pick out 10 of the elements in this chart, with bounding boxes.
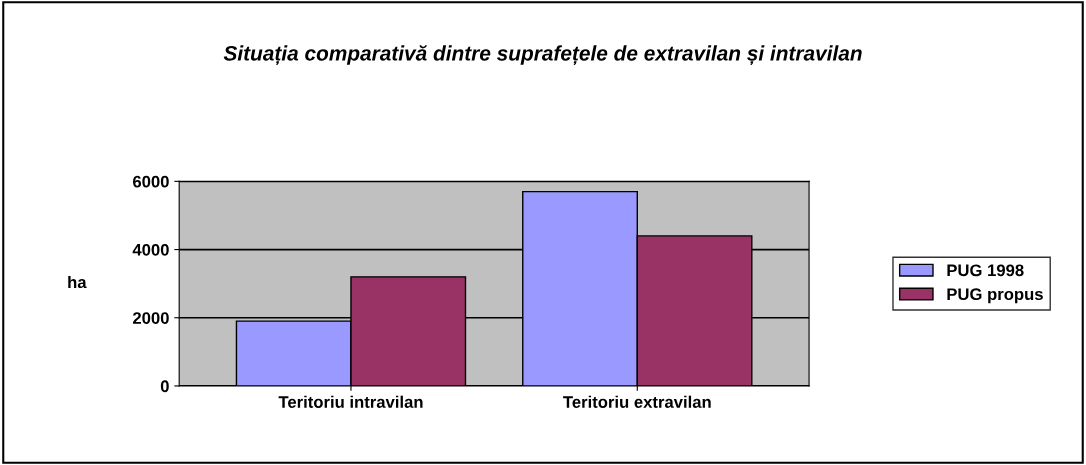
y-tick-label: 2000: [132, 312, 169, 324]
y-tick-label: 4000: [132, 243, 169, 256]
y-tick-label: 0: [160, 380, 169, 393]
legend-label: PUG 1998: [947, 264, 1024, 277]
y-axis-title: ha: [68, 275, 87, 289]
x-tick-label: Teritoriu intravilan: [278, 395, 423, 408]
x-tick-label: Teritoriu extravilan: [563, 395, 711, 408]
y-tick-label: 6000: [133, 175, 169, 188]
legend-label: PUG propus: [947, 288, 1043, 304]
chart-title: Situația comparativă dintre suprafețele de extravilan și intravilan: [223, 45, 862, 66]
